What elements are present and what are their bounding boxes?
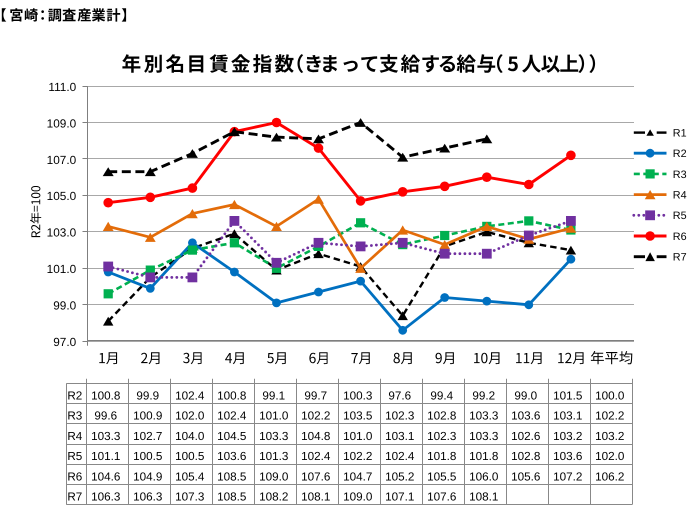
svg-text:103.5: 103.5 — [343, 410, 373, 423]
svg-text:104.6: 104.6 — [91, 470, 120, 483]
svg-text:100.5: 100.5 — [175, 450, 205, 463]
svg-text:109.0: 109.0 — [259, 470, 289, 483]
svg-text:108.1: 108.1 — [301, 491, 330, 504]
svg-text:107.6: 107.6 — [427, 491, 456, 504]
svg-text:107.1: 107.1 — [385, 491, 414, 504]
svg-text:100.8: 100.8 — [91, 389, 120, 402]
svg-text:101.0: 101.0 — [259, 410, 289, 423]
svg-text:105.2: 105.2 — [385, 470, 414, 483]
svg-text:107.3: 107.3 — [175, 491, 204, 504]
svg-text:109.0: 109.0 — [343, 491, 373, 504]
svg-text:105.0: 105.0 — [47, 189, 77, 203]
svg-text:R5: R5 — [67, 450, 82, 463]
svg-text:100.9: 100.9 — [133, 410, 162, 423]
svg-text:106.2: 106.2 — [595, 470, 624, 483]
svg-text:101.1: 101.1 — [91, 450, 120, 463]
svg-text:103.2: 103.2 — [595, 430, 624, 443]
svg-text:100.3: 100.3 — [343, 389, 372, 402]
svg-text:104.5: 104.5 — [217, 430, 247, 443]
svg-text:99.1: 99.1 — [262, 389, 285, 402]
svg-text:103.3: 103.3 — [469, 430, 498, 443]
svg-text:R4: R4 — [673, 190, 687, 202]
svg-text:101.5: 101.5 — [553, 389, 583, 402]
svg-text:104.0: 104.0 — [175, 430, 205, 443]
svg-text:103.6: 103.6 — [553, 450, 582, 463]
svg-text:108.5: 108.5 — [217, 491, 247, 504]
svg-text:103.2: 103.2 — [553, 430, 582, 443]
svg-text:101.3: 101.3 — [259, 450, 288, 463]
svg-text:100.5: 100.5 — [133, 450, 163, 463]
svg-text:102.0: 102.0 — [595, 450, 625, 463]
svg-text:102.4: 102.4 — [217, 410, 247, 423]
svg-text:102.2: 102.2 — [301, 410, 330, 423]
svg-text:108.1: 108.1 — [469, 491, 498, 504]
svg-text:105.6: 105.6 — [511, 470, 540, 483]
svg-text:R5: R5 — [673, 210, 687, 222]
svg-text:99.2: 99.2 — [472, 389, 495, 402]
svg-text:100.0: 100.0 — [595, 389, 625, 402]
svg-text:R2: R2 — [673, 148, 687, 160]
svg-text:99.0: 99.0 — [53, 299, 76, 313]
svg-text:104.7: 104.7 — [343, 470, 372, 483]
svg-text:104.9: 104.9 — [133, 470, 162, 483]
svg-text:R7: R7 — [67, 491, 82, 504]
svg-text:107.6: 107.6 — [301, 470, 330, 483]
svg-text:R4: R4 — [67, 430, 82, 443]
svg-text:103.1: 103.1 — [553, 410, 582, 423]
svg-text:101.0: 101.0 — [47, 262, 77, 276]
svg-text:102.7: 102.7 — [133, 430, 162, 443]
svg-text:100.8: 100.8 — [217, 389, 246, 402]
svg-text:103.3: 103.3 — [259, 430, 288, 443]
svg-text:R3: R3 — [673, 169, 687, 181]
svg-text:106.3: 106.3 — [91, 491, 120, 504]
svg-text:102.2: 102.2 — [343, 450, 372, 463]
svg-text:102.6: 102.6 — [511, 430, 540, 443]
svg-text:111.0: 111.0 — [48, 80, 76, 94]
svg-text:R2: R2 — [67, 389, 82, 402]
svg-text:97.0: 97.0 — [53, 335, 76, 349]
svg-text:108.2: 108.2 — [259, 491, 288, 504]
svg-text:R1: R1 — [673, 128, 687, 140]
svg-text:101.8: 101.8 — [469, 450, 498, 463]
svg-text:107.0: 107.0 — [47, 153, 77, 167]
svg-text:102.3: 102.3 — [427, 430, 456, 443]
svg-text:R7: R7 — [673, 252, 687, 264]
svg-text:103.3: 103.3 — [469, 410, 498, 423]
svg-text:103.6: 103.6 — [217, 450, 246, 463]
svg-text:99.7: 99.7 — [304, 389, 327, 402]
svg-text:99.9: 99.9 — [136, 389, 159, 402]
svg-text:R6: R6 — [67, 470, 82, 483]
svg-text:106.3: 106.3 — [133, 491, 162, 504]
svg-text:102.8: 102.8 — [511, 450, 540, 463]
svg-text:106.0: 106.0 — [469, 470, 499, 483]
svg-text:99.6: 99.6 — [94, 410, 117, 423]
svg-text:R3: R3 — [67, 410, 82, 423]
svg-text:109.0: 109.0 — [47, 116, 77, 130]
svg-text:99.4: 99.4 — [430, 389, 453, 402]
svg-text:97.6: 97.6 — [388, 389, 411, 402]
svg-text:103.1: 103.1 — [385, 430, 414, 443]
svg-text:102.4: 102.4 — [301, 450, 331, 463]
svg-text:103.6: 103.6 — [511, 410, 540, 423]
svg-text:108.5: 108.5 — [217, 470, 247, 483]
svg-text:R6: R6 — [673, 231, 687, 243]
svg-text:102.2: 102.2 — [595, 410, 624, 423]
svg-text:103.3: 103.3 — [91, 430, 120, 443]
svg-text:103.0: 103.0 — [47, 226, 77, 240]
svg-text:102.0: 102.0 — [175, 410, 205, 423]
svg-text:102.8: 102.8 — [427, 410, 456, 423]
svg-text:105.4: 105.4 — [175, 470, 205, 483]
svg-text:102.4: 102.4 — [385, 450, 415, 463]
svg-text:101.8: 101.8 — [427, 450, 456, 463]
svg-text:104.8: 104.8 — [301, 430, 330, 443]
svg-text:105.5: 105.5 — [427, 470, 457, 483]
svg-text:102.4: 102.4 — [175, 389, 205, 402]
svg-text:99.0: 99.0 — [514, 389, 537, 402]
svg-text:107.2: 107.2 — [553, 470, 582, 483]
svg-text:101.0: 101.0 — [343, 430, 373, 443]
svg-text:102.3: 102.3 — [385, 410, 414, 423]
